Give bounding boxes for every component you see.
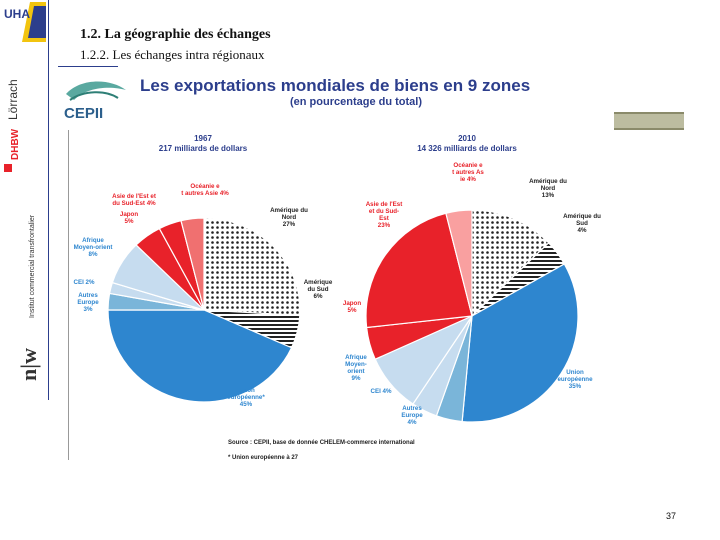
section-title: 1.2. La géographie des échanges [80, 27, 271, 42]
pie-1967-year: 1967 [194, 134, 212, 143]
pie-2010-label-japon-5: Japon 5% [343, 300, 361, 314]
lorrach-logo: Lörrach [6, 79, 20, 120]
svg-text:n|w: n|w [16, 348, 41, 381]
pie-2010-label-union-europeenne-35: Union européenne 35% [557, 369, 593, 390]
pie-2010-total: 14 326 milliards de dollars [417, 144, 517, 153]
pie-1967-label-union-europeenne-45: Union européenne* 45% [227, 387, 265, 408]
sidebar-divider [48, 0, 49, 400]
svg-text:UHA: UHA [4, 7, 30, 21]
pie-2010-label-amerique-du-sud-4: Amérique du Sud 4% [563, 213, 601, 234]
page-number: 37 [666, 511, 677, 521]
pie-1967-label-cei-2: CEI 2% [74, 279, 95, 286]
labels-2010: Amérique du Nord 13% Amérique du Sud 4% Union e… [343, 162, 601, 426]
pie-2010-label-amerique-du-nord-13: Amérique du Nord 13% [529, 178, 567, 199]
svg-text:CEPII: CEPII [64, 105, 103, 122]
pie-2010-slice-amerique-du-nord-13 [471, 209, 550, 318]
chart-subtitle: (en pourcentage du total) [290, 96, 422, 108]
labels-1967: Amérique du Nord 27% Amérique du Sud 6% Union e… [74, 183, 333, 408]
pie-2010-slice-union-europeenne-35 [461, 263, 579, 423]
pie-1967-label-autres-europe-3: Autres Europe 3% [77, 292, 99, 313]
header-rule [58, 66, 118, 67]
section-subtitle: 1.2.2. Les échanges intra régionaux [80, 47, 265, 62]
uha-logo: UHA [2, 2, 46, 42]
svg-text:DHBW: DHBW [10, 128, 21, 160]
pie-2010-label-asie-de-l-est-et-du-sud-est-23: Asie de l'Est et du Sud-Est 23% [366, 201, 403, 229]
pie-1967 [107, 217, 301, 403]
chart-footnote: * Union européenne à 27 [228, 455, 299, 461]
pie-1967-total: 217 milliards de dollars [159, 144, 248, 153]
chart-source: Source : CEPII, base de donnée CHELEM-co… [228, 440, 415, 446]
dhbw-logo: DHBW [4, 128, 21, 172]
cepii-logo: CEPII [64, 81, 126, 122]
pie-1967-slice-oceanie-et-autres-asie-4 [180, 217, 205, 311]
pie-1967-label-afrique-moyen-orient-8: Afrique Moyen-orient 8% [74, 237, 113, 258]
pie-1967-label-asie-de-l-est-et-du-sud-est-4: Asie de l'Est et du Sud-Est 4% [112, 193, 156, 207]
pie-2010-slice-asie-de-l-est-et-du-sud-est-23 [365, 212, 473, 329]
pie-2010 [365, 209, 579, 423]
decorative-box [614, 112, 684, 130]
chart-title: Les exportations mondiales de biens en 9… [140, 76, 531, 95]
svg-text:Institut commercial transfront: Institut commercial transfrontalier [29, 214, 36, 318]
pie-2010-label-afrique-moyen-orient-9: Afrique Moyen-orient 9% [345, 354, 367, 382]
nw-logo: n|w [16, 348, 41, 381]
pie-1967-label-amerique-du-sud-6: Amérique du Sud 6% [304, 279, 333, 300]
pie-1967-label-amerique-du-nord-27: Amérique du Nord 27% [270, 207, 308, 228]
pie-1967-slice-union-europeenne-45 [107, 309, 293, 403]
slide-frame [68, 130, 69, 460]
pie-2010-slice-oceanie-et-autres-asie-4 [445, 209, 473, 317]
pie-2010-label-autres-europe-4: Autres Europe 4% [401, 405, 423, 426]
pie-1967-label-japon-5: Japon 5% [120, 211, 138, 225]
institute-logo: Institut commercial transfrontalier [29, 214, 36, 318]
svg-text:Lörrach: Lörrach [6, 79, 20, 120]
pie-2010-year: 2010 [458, 134, 476, 143]
pie-1967-slice-amerique-du-nord-27 [203, 217, 301, 317]
sidebar: UHA Lörrach DHBW Institut commercial tra… [0, 0, 48, 400]
pie-2010-label-cei-4: CEI 4% [371, 388, 392, 395]
